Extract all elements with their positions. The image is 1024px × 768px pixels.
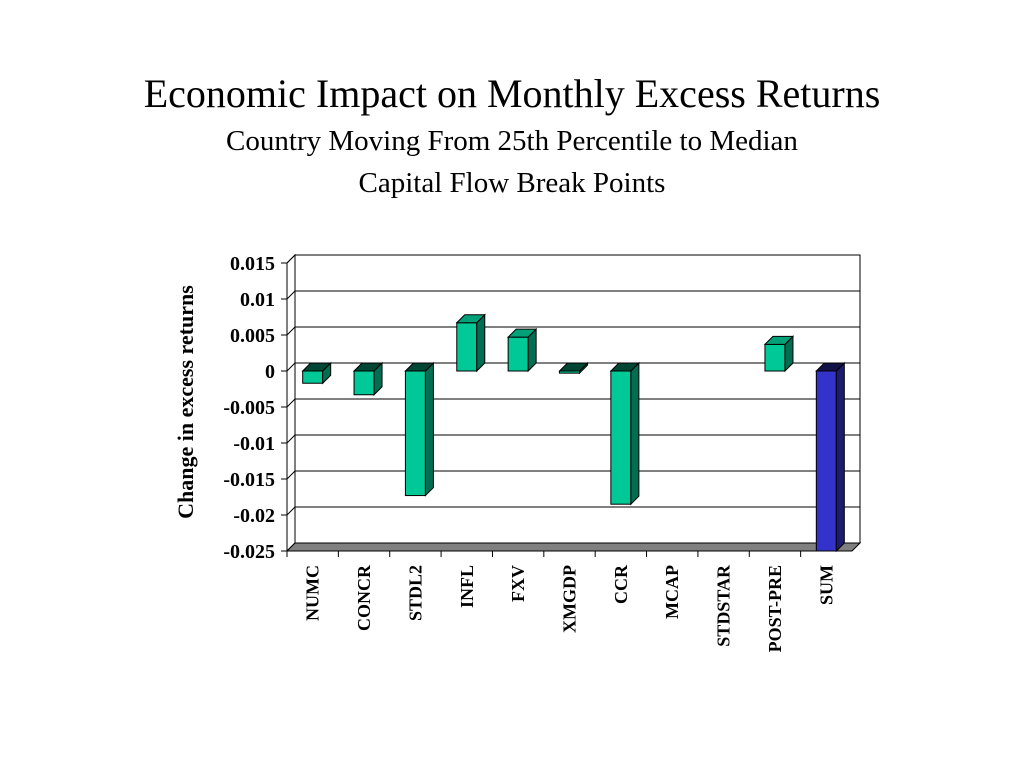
x-tick-label: STDL2 — [405, 565, 425, 621]
bar-numc — [301, 361, 332, 385]
bar-top — [404, 362, 435, 372]
gridline-side — [286, 506, 296, 516]
x-tick-labels: NUMC CONCR STDL2 INFL FXV XMGDP CCR MCAP STDSTAR… — [303, 564, 837, 652]
grid-lines — [285, 253, 862, 553]
bar-top — [609, 362, 641, 372]
x-tick-label: CONCR — [354, 564, 374, 631]
x-tick-label: STDSTAR — [714, 564, 734, 647]
gridline-side — [286, 290, 296, 300]
bar-front — [610, 370, 632, 505]
gridline-side — [286, 254, 296, 264]
bar-post-pre — [763, 335, 795, 373]
bar-front — [815, 370, 837, 552]
gridline-side — [286, 434, 296, 444]
bar-side — [476, 313, 486, 373]
gridline-side — [286, 398, 296, 408]
x-tick-label: CCR — [611, 564, 631, 604]
x-tick-label: MCAP — [662, 565, 682, 619]
y-axis-label: Change in excess returns — [173, 285, 198, 519]
bar-ccr — [609, 361, 641, 506]
x-tick-label: SUM — [816, 565, 836, 605]
bar-sum — [815, 361, 846, 553]
y-tick-label: -0.01 — [233, 433, 275, 455]
bar-side — [424, 361, 434, 497]
bar-top — [455, 314, 486, 324]
bar-front — [456, 322, 478, 372]
plot-floor — [285, 542, 862, 552]
y-tick-label: 0.015 — [230, 253, 275, 275]
bar-top — [506, 328, 538, 338]
gridline-side — [286, 362, 296, 372]
bar-front — [302, 370, 324, 384]
y-tick-label: -0.015 — [223, 469, 275, 491]
y-tick-label: -0.005 — [223, 397, 275, 419]
x-tick-label: NUMC — [303, 565, 323, 621]
bar-xmgdp — [558, 361, 589, 375]
y-tick-labels: 0.015 0.01 0.005 0 -0.005 -0.01 -0.015 -0.02 -0.… — [223, 253, 275, 563]
y-tick-label: -0.02 — [233, 505, 275, 527]
bar-infl — [455, 313, 486, 373]
slide-title: Economic Impact on Monthly Excess Return… — [143, 71, 881, 116]
bar-top — [301, 362, 332, 372]
slide-subtitle-line2: Capital Flow Break Points — [358, 167, 666, 199]
bar-front — [764, 343, 786, 372]
bar-top — [558, 362, 589, 372]
gridline-side — [286, 470, 296, 480]
bar-fxv — [506, 327, 538, 373]
axes — [281, 262, 852, 557]
y-tick-label: -0.025 — [223, 541, 275, 563]
bars — [301, 313, 846, 553]
bar-top — [352, 362, 384, 372]
bar-top — [815, 362, 846, 372]
y-tick-label: 0 — [265, 361, 275, 383]
bar-front — [353, 370, 375, 396]
y-tick-label: 0.005 — [230, 325, 275, 347]
bar-side — [630, 361, 640, 506]
x-tick-label: INFL — [457, 565, 477, 608]
x-tick-label: XMGDP — [560, 565, 580, 633]
x-tick-label: FXV — [508, 565, 528, 602]
bar-top — [763, 335, 795, 345]
bar-stdl2 — [404, 361, 435, 497]
slide-subtitle-line1: Country Moving From 25th Percentile to M… — [226, 125, 798, 157]
bar-side — [835, 361, 845, 553]
bar-concr — [352, 361, 384, 396]
bar-front — [404, 370, 426, 497]
y-tick-label: 0.01 — [240, 289, 275, 311]
gridline-side — [286, 326, 296, 336]
bar-front — [507, 336, 529, 372]
x-tick-label: POST-PRE — [765, 565, 785, 652]
